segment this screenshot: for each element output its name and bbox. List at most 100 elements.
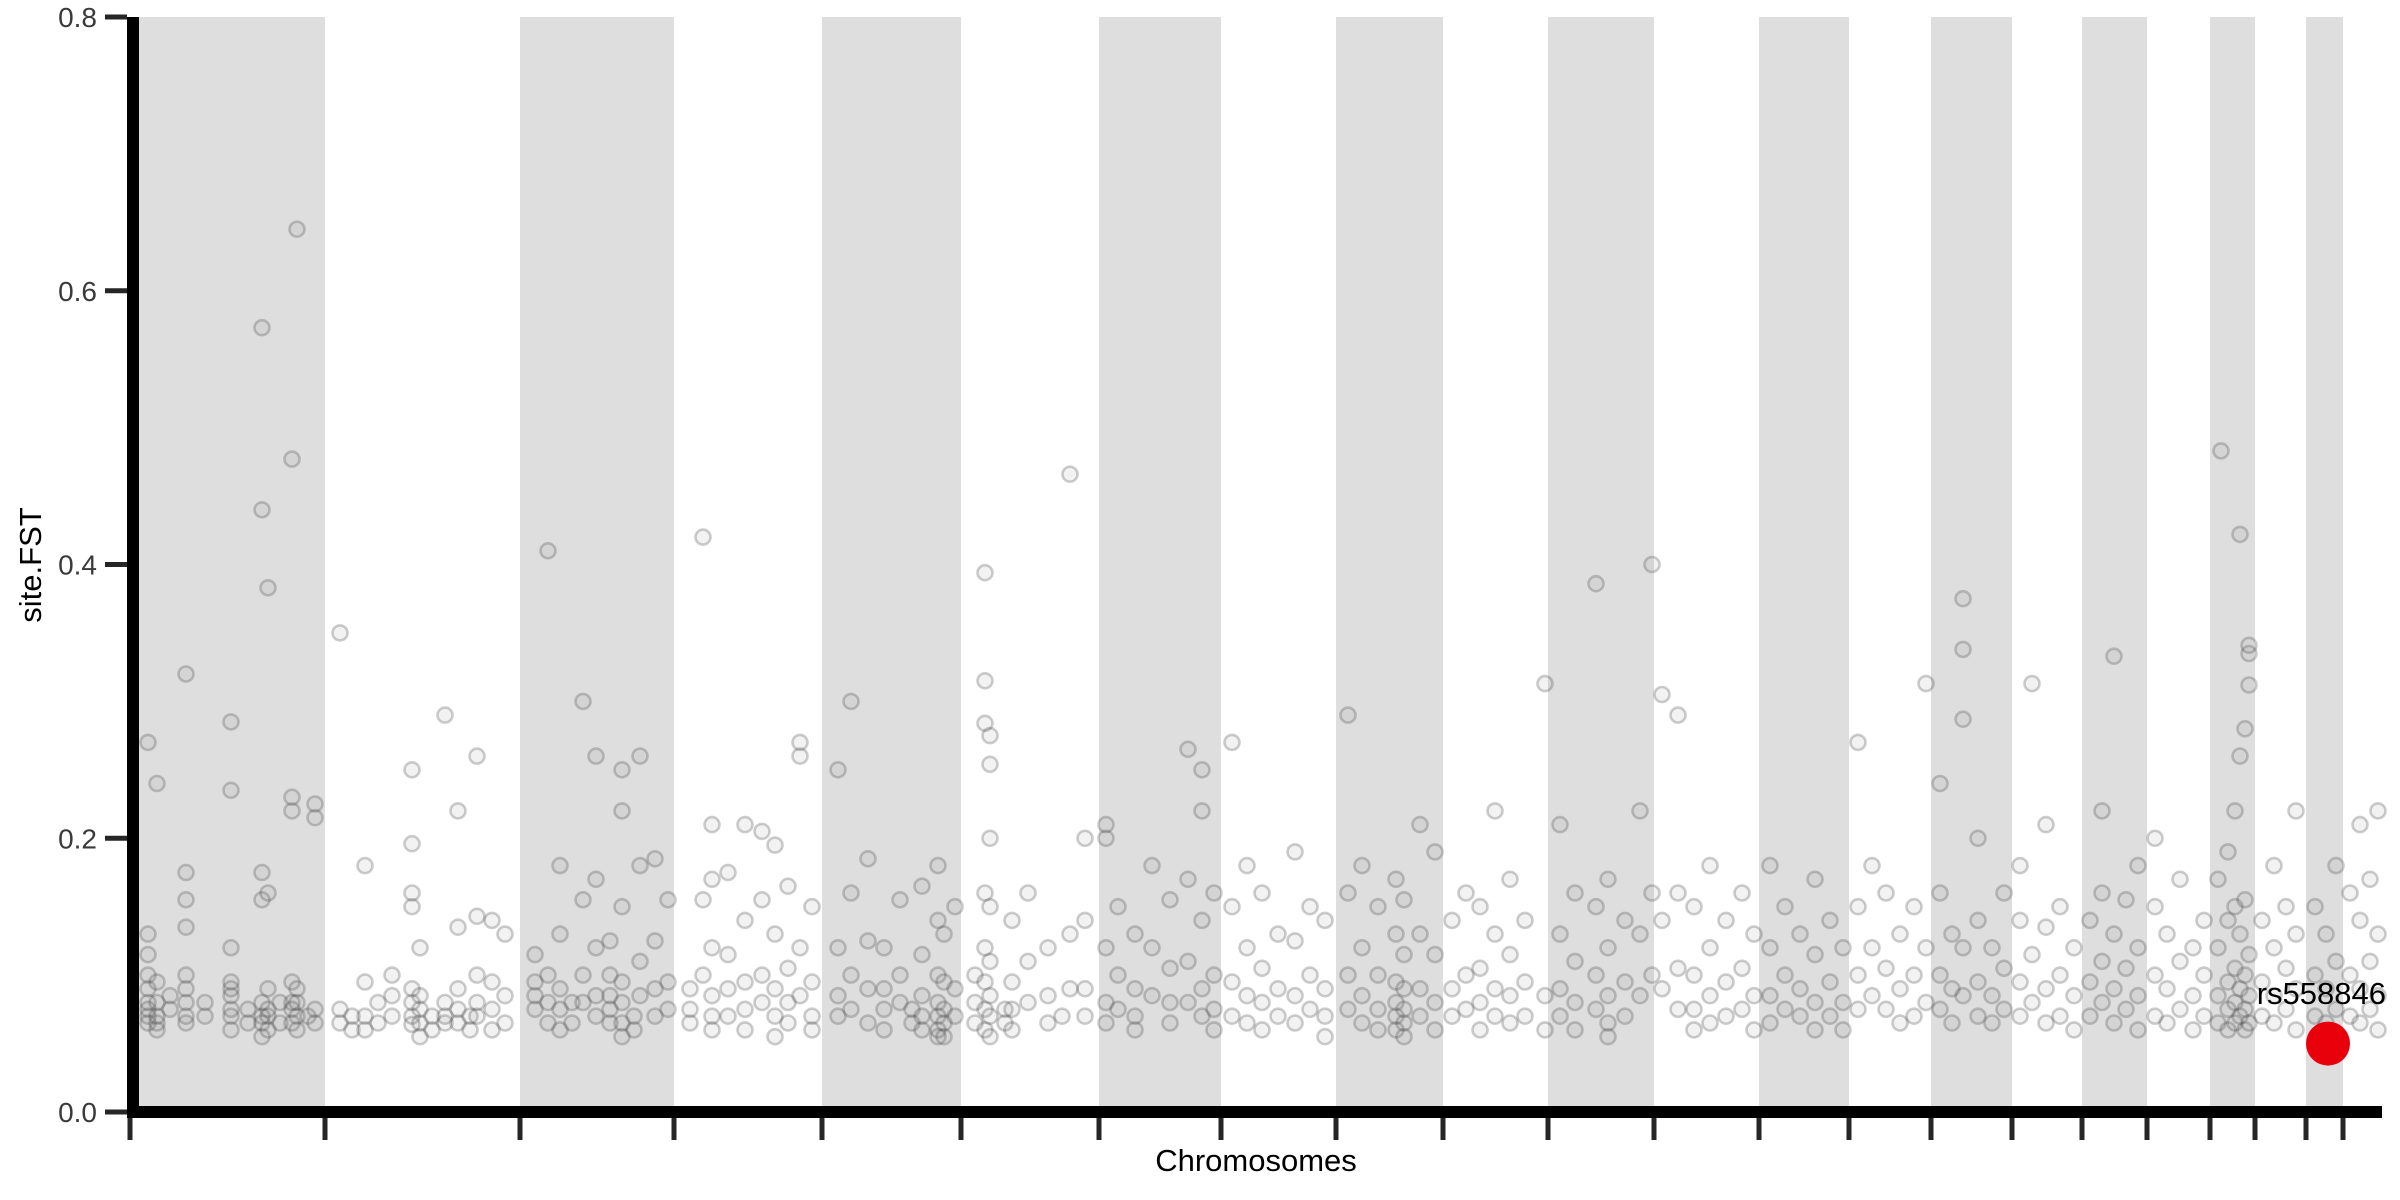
fst-point-chr12	[1669, 1000, 1687, 1019]
fst-point-chr3	[539, 966, 557, 984]
fst-point-chr1	[161, 1000, 179, 1019]
fst-point-chr17	[2129, 986, 2147, 1005]
fst-point-chr16	[2051, 966, 2069, 984]
fst-point-chr1	[139, 1014, 157, 1032]
fst-point-chr18	[2195, 911, 2213, 930]
fst-point-chr6	[976, 1021, 994, 1039]
fst-point-chr5	[875, 979, 893, 998]
fst-point-chr5	[929, 993, 947, 1012]
fst-point-chr2	[449, 1014, 467, 1032]
fst-point-chr4	[736, 973, 754, 991]
fst-point-chr20	[2287, 925, 2305, 943]
x-tick-chr20	[2252, 1118, 2258, 1140]
fst-point-chr17	[2093, 952, 2111, 971]
fst-point-chr5	[913, 1007, 931, 1026]
fst-point-chr1	[222, 781, 240, 800]
fst-point-chr1	[283, 788, 301, 807]
fst-point-chr8	[1223, 973, 1241, 991]
fst-point-chr1	[299, 1007, 317, 1026]
fst-point-chr8	[1316, 1007, 1334, 1026]
fst-point-chr1	[196, 1007, 214, 1026]
fst-point-chr5	[913, 1021, 931, 1039]
fst-point-chr3	[601, 932, 619, 950]
fst-point-chr19	[2240, 1014, 2258, 1032]
fst-point-chr2	[356, 856, 374, 875]
fst-point-chr3	[526, 1000, 544, 1019]
fst-point-chr22	[2351, 815, 2369, 834]
fst-point-chr15	[1983, 938, 2001, 957]
fst-point-chr15	[1969, 973, 1987, 991]
fst-point-chr20	[2265, 938, 2283, 957]
fst-point-chr14	[1877, 1000, 1895, 1019]
fst-point-chr2	[483, 1021, 501, 1039]
fst-point-chr15	[1954, 640, 1972, 659]
fst-point-chr5	[913, 945, 931, 964]
fst-point-chr15	[1943, 979, 1961, 998]
fst-point-chr6	[1003, 1000, 1021, 1019]
fst-point-chr5	[859, 932, 877, 950]
x-tick-chr14	[1846, 1118, 1852, 1140]
chromosome-band-15	[1931, 17, 2012, 1107]
fst-point-chr10	[1516, 911, 1534, 930]
fst-point-chr10	[1501, 870, 1519, 889]
fst-point-chr10	[1471, 993, 1489, 1012]
fst-point-chr10	[1486, 802, 1504, 820]
fst-point-chr17	[2117, 1000, 2135, 1019]
fst-point-chr1	[288, 1007, 306, 1026]
fst-point-chr14	[1917, 938, 1935, 957]
fst-point-chr15	[1969, 911, 1987, 930]
fst-point-chr15	[1983, 986, 2001, 1005]
fst-point-chr1	[253, 318, 271, 337]
fst-point-chr22	[2351, 1014, 2369, 1032]
fst-point-chr13	[1834, 1021, 1852, 1039]
fst-point-chr5	[859, 1014, 877, 1032]
fst-point-chr1	[271, 1014, 289, 1032]
fst-point-chr5	[875, 1021, 893, 1039]
fst-point-chr5	[929, 1007, 947, 1026]
chromosome-band-19	[2210, 17, 2255, 1107]
fst-point-chr10	[1516, 973, 1534, 991]
fst-point-chr5	[935, 1027, 953, 1046]
fst-point-chr5	[946, 979, 964, 998]
fst-point-chr4	[766, 925, 784, 943]
fst-point-chr16	[2037, 979, 2055, 998]
fst-point-chr7	[1126, 979, 1144, 998]
fst-point-chr2	[483, 911, 501, 930]
fst-point-chr1	[259, 979, 277, 998]
fst-point-chr4	[736, 911, 754, 930]
fst-point-chr9	[1369, 897, 1387, 916]
fst-point-chr4	[803, 973, 821, 991]
fst-point-chr7	[1161, 993, 1179, 1012]
fst-point-chr2	[483, 973, 501, 991]
fst-point-chr20	[2253, 911, 2271, 930]
fst-point-chr1	[177, 1007, 195, 1026]
fst-point-chr4	[791, 747, 809, 765]
fst-point-chr1	[253, 1014, 271, 1032]
fst-point-chr4	[779, 1014, 797, 1032]
x-tick-chr5	[819, 1118, 825, 1140]
fst-point-chr14	[1891, 979, 1909, 998]
fst-point-chr11	[1643, 966, 1661, 984]
fst-point-chr16	[2011, 973, 2029, 991]
fst-point-chr1	[139, 993, 157, 1012]
fst-point-chr14	[1905, 1007, 1923, 1026]
x-tick-chr17	[2079, 1118, 2085, 1140]
fst-point-chr10	[1457, 1000, 1475, 1019]
fst-point-chr4	[719, 1007, 737, 1026]
fst-point-chr5	[829, 760, 847, 779]
fst-point-chr2	[468, 1007, 486, 1026]
fst-point-chr5	[842, 966, 860, 984]
fst-point-chr3	[601, 966, 619, 984]
fst-point-chr11	[1631, 986, 1649, 1005]
fst-point-chr8	[1286, 843, 1304, 861]
fst-point-chr6	[1076, 1007, 1094, 1026]
fst-point-chr21	[2306, 1007, 2324, 1026]
fst-point-chr1	[222, 1000, 240, 1019]
fst-point-chr14	[1917, 993, 1935, 1012]
fst-point-chr12	[1653, 911, 1671, 930]
fst-point-chr6	[981, 726, 999, 745]
fst-point-chr8	[1316, 1027, 1334, 1046]
fst-point-chr5	[829, 938, 847, 957]
fst-point-chr19	[2226, 802, 2244, 820]
